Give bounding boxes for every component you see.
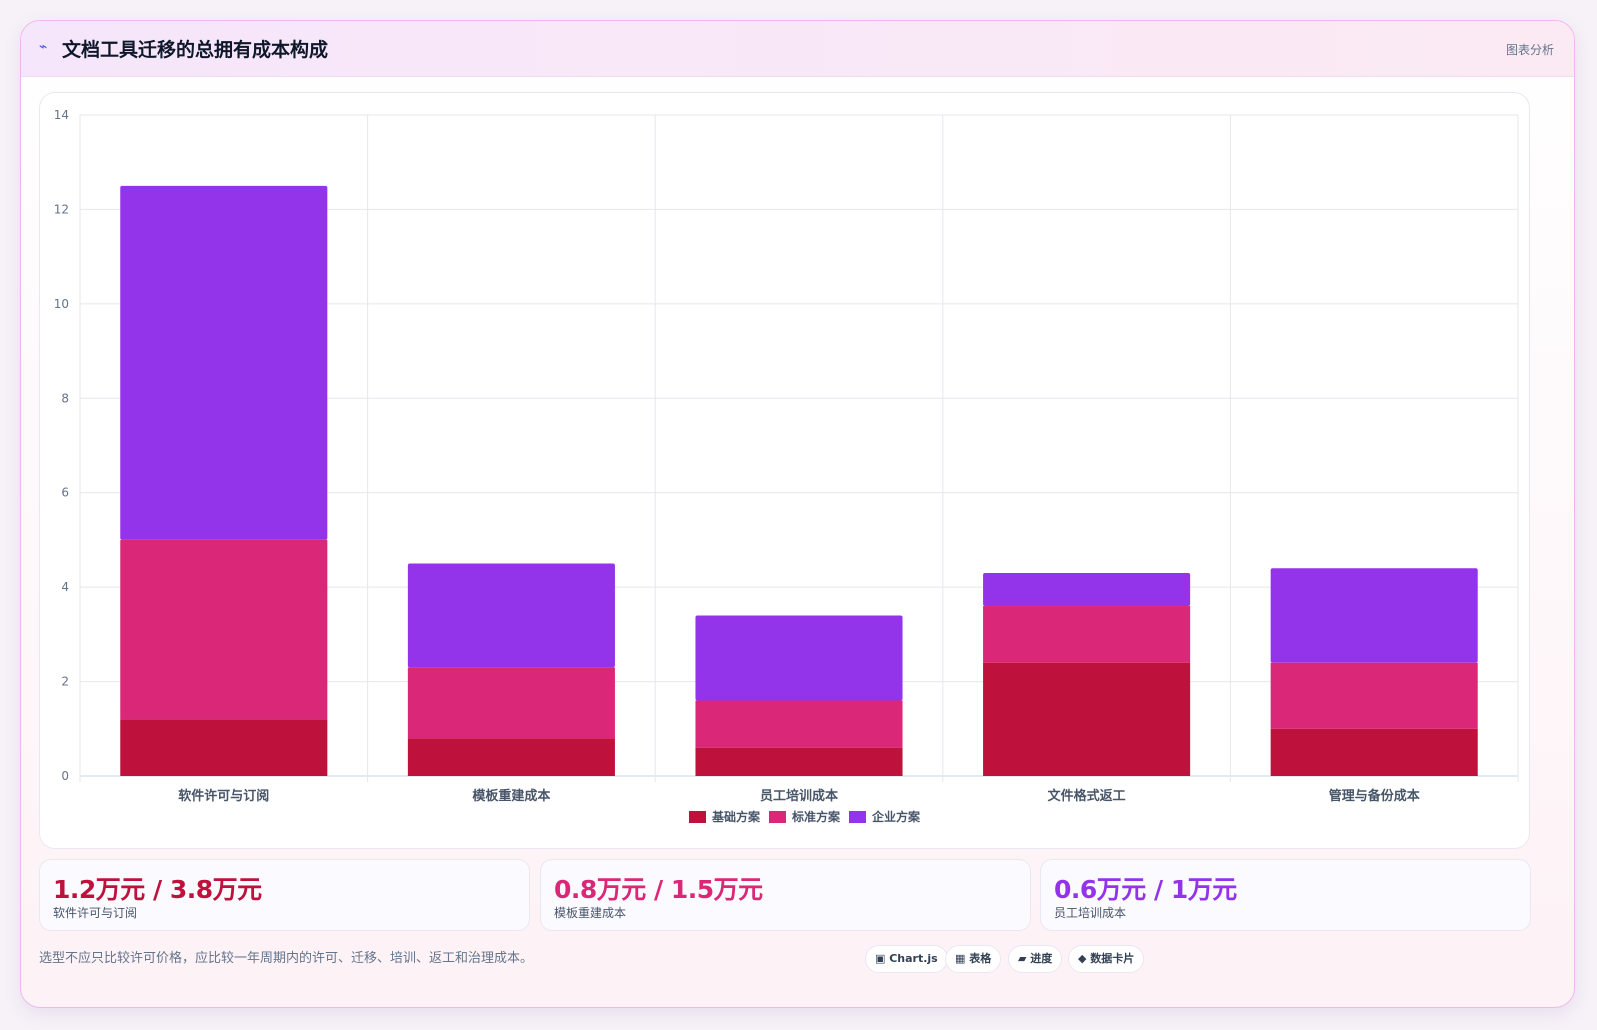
stat-value: 1.2万元 / 3.8万元 <box>53 875 262 904</box>
bar-segment <box>695 615 903 701</box>
bar-segment <box>407 563 615 668</box>
legend-swatch <box>849 811 866 823</box>
stat-label: 软件许可与订阅 <box>53 906 138 920</box>
chip-table[interactable]: ▦ 表格 <box>945 945 1002 973</box>
stat-card-template: 0.8万元 / 1.5万元 模板重建成本 <box>540 859 1031 931</box>
chip-progress[interactable]: ▰ 进度 <box>1008 945 1063 973</box>
stat-card-license: 1.2万元 / 3.8万元 软件许可与订阅 <box>39 859 530 931</box>
bar-segment <box>120 185 328 540</box>
bar-segment <box>1270 662 1478 729</box>
legend-label: 基础方案 <box>711 809 761 824</box>
x-tick-label: 员工培训成本 <box>760 788 838 804</box>
bar-segment <box>1270 568 1478 663</box>
stacked-bar-chart: 0 2 4 6 8 10 12 14 软件许可与订阅 模板重建成本 员工培训成本 文件格式返工 管理与备… <box>54 108 1519 824</box>
bar-segment <box>120 539 328 720</box>
y-tick-label: 8 <box>61 391 69 405</box>
stat-label: 模板重建成本 <box>554 906 627 920</box>
bolt-icon: ⌁ <box>39 39 48 55</box>
x-tick-label: 管理与备份成本 <box>1329 788 1420 804</box>
chip-chartjs[interactable]: ▣ Chart.js <box>865 945 948 973</box>
y-tick-label: 6 <box>61 486 69 500</box>
chart-title: 文档工具迁移的总拥有成本构成 <box>62 39 329 61</box>
legend-label: 标准方案 <box>791 809 841 824</box>
stat-value: 0.6万元 / 1万元 <box>1054 875 1237 904</box>
y-tick-label: 10 <box>54 297 69 311</box>
stat-value: 0.8万元 / 1.5万元 <box>554 875 763 904</box>
chip-data-card[interactable]: ◆ 数据卡片 <box>1068 945 1145 973</box>
bar-segment <box>695 747 903 776</box>
footer-note: 选型不应只比较许可价格，应比较一年周期内的许可、迁移、培训、返工和治理成本。 <box>39 951 534 966</box>
bar-segment <box>1270 728 1478 776</box>
y-tick-label: 2 <box>61 675 69 689</box>
x-tick-label: 软件许可与订阅 <box>178 788 269 804</box>
y-tick-label: 12 <box>54 202 69 216</box>
chart-panel: 0 2 4 6 8 10 12 14 软件许可与订阅 模板重建成本 员工培训成本 文件格式返工 管理与备… <box>39 92 1530 849</box>
y-tick-label: 4 <box>61 580 69 594</box>
bar-segment <box>695 700 903 748</box>
bar-segment <box>983 662 1191 776</box>
y-tick-label: 0 <box>61 769 69 783</box>
x-tick-label: 文件格式返工 <box>1048 788 1126 804</box>
legend-swatch <box>689 811 706 823</box>
stat-label: 员工培训成本 <box>1054 906 1127 920</box>
bar-segment <box>983 572 1191 607</box>
bar-segment <box>120 719 328 776</box>
bar-segment <box>983 606 1191 663</box>
bar-segment <box>407 738 615 776</box>
legend-label: 企业方案 <box>871 809 921 824</box>
legend-swatch <box>769 811 786 823</box>
card-header: ⌁ 文档工具迁移的总拥有成本构成 图表分析 <box>21 21 1574 77</box>
chart-analysis-tag: 图表分析 <box>1505 43 1554 57</box>
y-tick-label: 14 <box>54 108 69 122</box>
stat-card-training: 0.6万元 / 1万元 员工培训成本 <box>1040 859 1531 931</box>
bar-segment <box>407 667 615 739</box>
x-tick-label: 模板重建成本 <box>472 788 550 804</box>
chart-card: ⌁ 文档工具迁移的总拥有成本构成 图表分析 0 2 4 6 8 10 12 14 软件许可与订阅… <box>20 20 1575 1008</box>
